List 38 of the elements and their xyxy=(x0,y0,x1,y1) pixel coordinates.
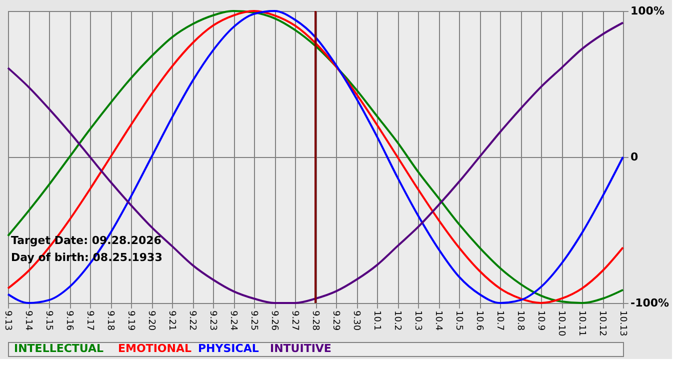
x-tick-label: 10.6 xyxy=(474,310,484,331)
x-tick-label: 9.17 xyxy=(84,310,94,331)
x-tick-label: 9.21 xyxy=(166,310,176,331)
x-tick-label: 9.27 xyxy=(290,310,300,331)
x-tick-label: 9.23 xyxy=(208,310,218,331)
x-tick-label: 10.2 xyxy=(392,310,402,331)
x-tick-label: 10.12 xyxy=(597,310,607,336)
x-tick-label: 9.30 xyxy=(351,310,361,331)
x-tick-label: 9.15 xyxy=(44,310,54,331)
text: INTUITIVE xyxy=(270,342,332,355)
y-tick-label: -100% xyxy=(630,296,670,310)
x-tick-label: 9.14 xyxy=(23,310,33,331)
x-tick-label: 9.28 xyxy=(310,310,320,331)
x-tick-label: 9.24 xyxy=(228,310,238,331)
text: EMOTIONAL xyxy=(118,342,192,355)
x-tick-label: 10.13 xyxy=(618,310,628,336)
x-tick-label: 9.25 xyxy=(248,310,258,331)
text: PHYSICAL xyxy=(198,342,259,355)
x-tick-label: 10.4 xyxy=(433,310,443,331)
x-tick-label: 9.20 xyxy=(146,310,156,331)
x-tick-label: 10.1 xyxy=(372,310,382,331)
x-tick-label: 10.3 xyxy=(412,310,422,331)
x-tick-label: 9.16 xyxy=(64,310,74,331)
y-tick-label: 0 xyxy=(630,150,638,164)
y-tick-label: 100% xyxy=(630,4,664,18)
x-tick-label: 9.19 xyxy=(126,310,136,331)
x-tick-label: 9.13 xyxy=(2,310,12,331)
text: INTELLECTUAL xyxy=(14,342,104,355)
x-tick-label: 10.5 xyxy=(454,310,464,331)
x-tick-label: 10.11 xyxy=(576,310,586,336)
x-tick-label: 10.8 xyxy=(515,310,525,331)
x-tick-label: 9.18 xyxy=(105,310,115,331)
x-tick-label: 9.29 xyxy=(330,310,340,331)
x-tick-label: 10.10 xyxy=(556,310,566,337)
x-tick-label: 9.22 xyxy=(187,310,197,331)
x-tick-label: 9.26 xyxy=(269,310,279,331)
x-tick-label: 10.9 xyxy=(536,310,546,331)
x-tick-label: 10.7 xyxy=(494,310,504,331)
